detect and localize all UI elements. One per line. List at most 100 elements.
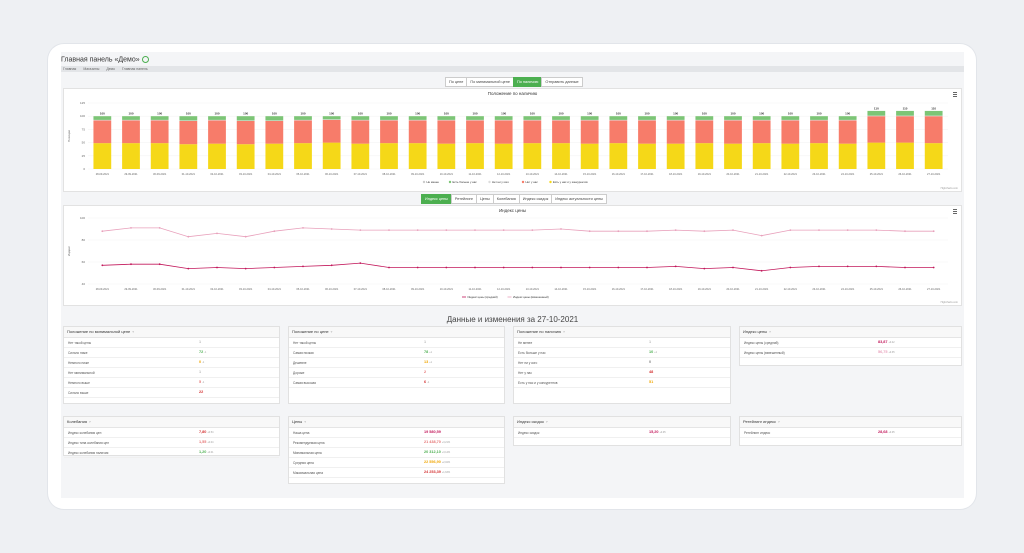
bar-segment [122, 119, 140, 121]
bar-segment [752, 120, 771, 144]
row-label: Рекомендуемая цена [293, 441, 325, 445]
tab-2[interactable]: Цены [476, 194, 494, 204]
row-label: Сильно ниже [68, 351, 88, 355]
row-delta: +3,14% [441, 451, 451, 454]
data-point [474, 229, 476, 231]
data-point [158, 263, 161, 266]
bar-segment [609, 120, 628, 144]
bar-segment [896, 110, 914, 116]
bar-total-label: 100 [128, 112, 133, 116]
help-icon[interactable]: ? [89, 420, 91, 424]
legend-item: Нет ни у кого [492, 180, 509, 184]
x-tick-label: 03-10-2021 [239, 287, 253, 291]
x-tick-label: 25-10-2021 [870, 287, 884, 291]
data-point [330, 264, 333, 267]
x-tick-label: 29-09-2021 [124, 172, 138, 176]
bar-total-label: 100 [816, 112, 821, 116]
chart-menu-icon[interactable] [953, 209, 957, 214]
tab-0[interactable]: Индекс цены [421, 194, 452, 204]
summary-card: Положение по цене? Нет такой цены 1 Самая н… [288, 326, 505, 404]
card-row: Минимальная цена 20 312,10+3,14% [289, 448, 504, 458]
bar-total-label: 100 [214, 112, 219, 116]
x-tick-label: 06-10-2021 [325, 172, 339, 176]
row-label: Есть больше у нас [518, 351, 546, 355]
x-tick-label: 08-10-2021 [382, 172, 396, 176]
row-delta: +0.35 [888, 351, 895, 354]
bar-segment [896, 115, 914, 117]
row-label: Нет ни у кого [518, 361, 538, 365]
x-tick-label: 11-10-2021 [468, 172, 482, 176]
row-value: 1 [424, 340, 427, 344]
bar-segment [408, 120, 427, 144]
x-tick-label: 23-10-2021 [812, 287, 826, 291]
bar-segment [924, 110, 943, 116]
view-tabs: По цене По минимальной цене По наличию Отпр… [445, 77, 583, 87]
help-icon[interactable]: ? [769, 330, 771, 334]
help-icon[interactable]: ? [304, 420, 306, 424]
bar-total-label: 100 [100, 112, 105, 116]
x-tick-label: 02-10-2021 [210, 172, 224, 176]
bar-segment [867, 115, 886, 117]
help-icon[interactable]: ? [132, 330, 134, 334]
card-row: Индекс цены (взвешенный) 56,75+0.35 [740, 348, 961, 358]
x-tick-label: 11-10-2021 [468, 287, 482, 291]
card-row: Немного выше 5-1 [64, 378, 279, 388]
summary-card: Индекс цены? Индекс цены (средний) 83,87+0… [739, 326, 962, 366]
row-delta: +0.04 [207, 441, 214, 444]
tab-3[interactable]: Отправить данные [541, 77, 583, 87]
tab-1[interactable]: Ретейлинг [450, 194, 477, 204]
row-value: 21 438,70+3,21% [424, 440, 451, 444]
data-point [359, 262, 362, 264]
row-label: Индекс цены (средний) [744, 341, 779, 345]
data-point [875, 265, 878, 268]
card-row: Самая высокая 6-1 [289, 378, 504, 388]
card-row: Дороже 2 [289, 368, 504, 378]
row-delta: +0.42 [888, 341, 895, 344]
bar-segment [179, 144, 198, 169]
tab-3[interactable]: Колебания [492, 194, 520, 204]
card-row: Нет минимальной 1 [64, 368, 279, 378]
row-value: 1 [199, 370, 202, 374]
breadcrumb-item[interactable]: Демо [106, 67, 115, 71]
data-point [674, 265, 677, 268]
data-point [244, 235, 247, 238]
tab-4[interactable]: Индекс скидок [518, 194, 553, 204]
tab-1[interactable]: По минимальной цене [466, 77, 514, 87]
tab-2[interactable]: По наличию [512, 77, 543, 87]
help-icon[interactable]: ? [330, 330, 333, 334]
help-icon[interactable]: ? [777, 420, 780, 424]
data-point [130, 227, 132, 229]
bar-segment [93, 120, 112, 144]
x-tick-label: 24-10-2021 [841, 172, 855, 176]
card-row: Есть у нас и у конкурентов 51 [514, 378, 730, 388]
breadcrumb-item[interactable]: Магазины [83, 67, 100, 71]
tab-5[interactable]: Индекс актуальности цены [551, 194, 607, 204]
bar-total-label: 100 [558, 112, 563, 116]
data-point [875, 229, 878, 231]
breadcrumb-item[interactable]: Главная [63, 67, 77, 71]
data-point [818, 229, 820, 231]
data-point [416, 266, 419, 269]
bar-segment [322, 142, 341, 169]
bar-segment [294, 119, 312, 121]
bar-total-label: 100 [243, 112, 248, 116]
bar-segment [523, 119, 542, 121]
chart-menu-icon[interactable] [953, 92, 957, 97]
x-tick-label: 15-10-2021 [583, 287, 597, 291]
row-value: 20 312,10+3,14% [424, 450, 451, 454]
tab-0[interactable]: По цене [445, 77, 468, 87]
bar-segment [208, 116, 226, 120]
summary-title: Данные и изменения за 27-10-2021 [446, 315, 579, 324]
bar-total-label: 100 [300, 112, 305, 116]
data-point [330, 228, 333, 230]
y-axis-label: Индекс [67, 245, 71, 256]
card-row: Наша цена 19 580,59 [289, 428, 504, 438]
availability-chart-panel: Положение по наличию 0 25 50 75 100 125 Позици… [63, 88, 962, 192]
row-label: Индекс цены (взвешенный) [744, 351, 785, 355]
x-tick-label: 03-10-2021 [239, 172, 253, 176]
help-icon[interactable]: ? [563, 330, 565, 334]
card-title: Индекс цены? [740, 327, 961, 338]
help-icon[interactable]: ? [545, 420, 548, 424]
card-title: Положение по цене? [289, 327, 504, 338]
row-value: 15,20+0.05 [649, 430, 666, 434]
